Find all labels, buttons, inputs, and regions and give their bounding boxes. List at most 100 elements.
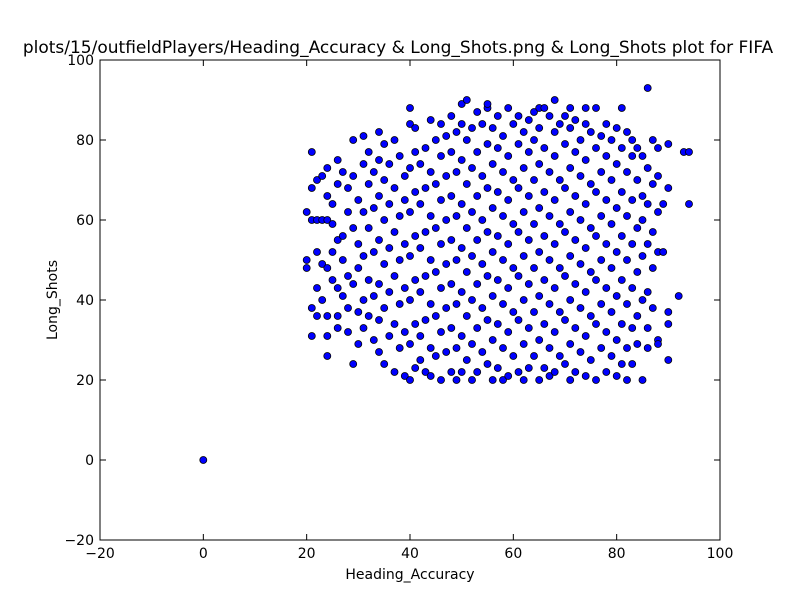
data-point xyxy=(499,256,507,264)
data-point xyxy=(354,308,363,316)
data-point xyxy=(395,152,404,160)
data-point xyxy=(597,344,606,352)
data-point xyxy=(328,276,337,284)
data-point xyxy=(323,264,332,272)
data-point xyxy=(488,248,497,256)
data-point xyxy=(530,308,538,316)
data-point xyxy=(307,304,316,312)
data-point xyxy=(493,320,502,328)
data-point xyxy=(411,364,420,372)
data-point xyxy=(504,372,513,380)
data-point xyxy=(493,276,502,284)
data-point xyxy=(385,244,394,252)
data-point xyxy=(602,328,611,336)
data-point xyxy=(581,332,590,340)
data-point xyxy=(633,176,642,184)
data-point xyxy=(530,220,538,228)
data-point xyxy=(338,232,347,240)
data-point xyxy=(623,212,631,220)
data-point xyxy=(602,368,611,376)
data-point xyxy=(581,104,590,112)
data-point xyxy=(612,248,621,256)
data-point xyxy=(437,196,445,204)
data-point xyxy=(375,316,383,324)
y-tick-label: 60 xyxy=(76,213,94,229)
data-point xyxy=(426,256,435,264)
data-point xyxy=(561,112,569,120)
chart-title: plots/15/outfieldPlayers/Heading_Accurac… xyxy=(23,38,774,58)
data-point xyxy=(426,300,435,308)
data-point xyxy=(468,164,476,172)
x-tick-label: 60 xyxy=(504,546,522,562)
data-point xyxy=(411,276,420,284)
data-point xyxy=(514,368,523,376)
data-point xyxy=(437,240,445,248)
data-point xyxy=(375,192,383,200)
data-point xyxy=(540,188,549,196)
data-point xyxy=(344,184,352,192)
data-point xyxy=(333,284,342,292)
data-point xyxy=(344,208,352,216)
data-point xyxy=(550,196,559,204)
data-point xyxy=(504,196,513,204)
data-point xyxy=(607,308,616,316)
data-point xyxy=(571,368,580,376)
data-point xyxy=(442,216,451,224)
data-point xyxy=(550,128,559,136)
data-point xyxy=(323,312,332,320)
data-point xyxy=(535,124,544,132)
data-point xyxy=(550,96,559,104)
data-point xyxy=(617,104,626,112)
data-point xyxy=(447,192,456,200)
data-point xyxy=(431,268,440,276)
data-point xyxy=(302,256,311,264)
data-point xyxy=(344,304,352,312)
data-point xyxy=(597,132,606,140)
data-point xyxy=(530,176,538,184)
data-point xyxy=(437,328,445,336)
data-point xyxy=(493,364,502,372)
data-point xyxy=(318,260,327,268)
data-point xyxy=(302,264,311,272)
x-tick-label: 40 xyxy=(401,546,419,562)
data-point xyxy=(561,140,569,148)
data-point xyxy=(400,328,409,336)
data-point xyxy=(468,340,476,348)
data-point xyxy=(654,172,662,180)
data-point xyxy=(442,172,451,180)
data-point xyxy=(617,360,626,368)
data-point xyxy=(623,376,631,384)
data-point xyxy=(555,352,564,360)
data-point xyxy=(468,124,476,132)
data-point xyxy=(586,180,595,188)
data-point xyxy=(333,324,342,332)
data-point xyxy=(643,240,652,248)
data-point xyxy=(395,256,404,264)
data-point xyxy=(488,160,497,168)
data-point xyxy=(555,120,564,128)
data-point xyxy=(685,200,693,208)
data-point xyxy=(411,124,420,132)
data-point xyxy=(483,272,492,280)
data-point xyxy=(540,364,549,372)
data-point xyxy=(364,224,373,232)
data-point xyxy=(545,300,554,308)
data-point xyxy=(478,304,487,312)
data-point xyxy=(411,232,420,240)
data-point xyxy=(638,216,647,224)
data-point xyxy=(488,124,497,132)
data-point xyxy=(369,336,378,344)
data-point xyxy=(566,340,575,348)
data-point xyxy=(576,216,585,224)
data-point xyxy=(344,328,352,336)
data-point xyxy=(581,120,590,128)
data-point xyxy=(540,232,549,240)
data-point xyxy=(545,256,554,264)
data-point xyxy=(457,332,466,340)
y-tick-label: −20 xyxy=(64,533,94,549)
data-point xyxy=(633,340,642,348)
data-point xyxy=(333,156,342,164)
data-point xyxy=(457,200,466,208)
data-point xyxy=(493,188,502,196)
